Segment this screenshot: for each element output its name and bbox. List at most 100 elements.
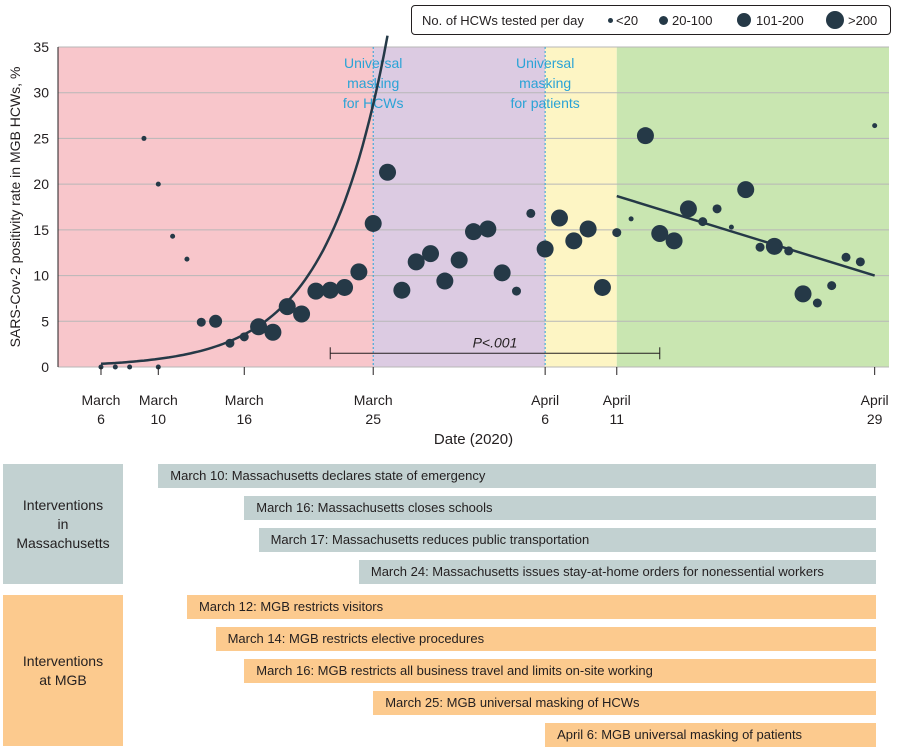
data-point: [350, 263, 368, 281]
intervention-bar: April 6: MGB universal masking of patien…: [545, 723, 876, 747]
x-tick-label: March: [139, 392, 178, 408]
y-tick-label: 10: [33, 268, 49, 284]
intervention-bar: March 16: Massachusetts closes schools: [244, 496, 876, 520]
data-point: [196, 317, 206, 327]
data-point: [393, 281, 411, 299]
legend-label-20-100: 20-100: [672, 13, 713, 28]
x-tick-label: March: [225, 392, 264, 408]
annotation-text: for patients: [511, 95, 580, 111]
massachusetts-label-line: in: [57, 515, 69, 532]
legend-dot-lt20: [608, 18, 613, 23]
data-point: [794, 285, 812, 303]
data-points: [98, 123, 878, 370]
x-tick-label: 10: [151, 411, 167, 427]
intervention-bar: March 14: MGB restricts elective procedu…: [215, 627, 876, 651]
data-point: [679, 200, 697, 218]
legend-dot-gt200: [826, 11, 844, 29]
intervention-bar: March 16: MGB restricts all business tra…: [244, 659, 876, 683]
y-axis-title: SARS-Cov-2 positivity rate in MGB HCWs, …: [7, 67, 23, 348]
y-tick-label: 25: [33, 130, 49, 146]
axes: 0 5 10 15 20 25 30 35 March 6 March 10 March 16 March 2…: [7, 39, 889, 448]
mgb-label-line: at MGB: [39, 671, 87, 688]
data-point: [855, 257, 865, 267]
legend-label-101-200: 101-200: [756, 13, 804, 28]
data-point: [565, 232, 583, 250]
data-point: [239, 332, 249, 342]
y-tick-label: 30: [33, 85, 49, 101]
mgb-label-line: Interventions: [22, 652, 104, 669]
data-point: [593, 278, 611, 296]
data-point: [141, 135, 147, 141]
intervention-bar: March 25: MGB universal masking of HCWs: [373, 691, 876, 715]
intervention-bar: March 12: MGB restricts visitors: [186, 595, 876, 619]
data-point: [755, 242, 765, 252]
data-point: [812, 298, 822, 308]
data-point: [170, 233, 176, 239]
legend-dot-101-200: [737, 13, 751, 27]
data-point: [364, 214, 382, 232]
data-point: [827, 281, 837, 291]
data-point: [155, 181, 161, 187]
data-point: [336, 278, 354, 296]
data-point: [321, 281, 339, 299]
data-point: [250, 318, 268, 336]
data-point: [264, 323, 282, 341]
data-point: [628, 216, 634, 222]
annotation-text: masking: [519, 75, 571, 91]
data-point: [526, 208, 536, 218]
data-point: [225, 338, 235, 348]
annotation-text: Universal: [516, 55, 574, 71]
annotation-text: Universal: [344, 55, 402, 71]
x-tick-label: 6: [541, 411, 549, 427]
massachusetts-label-line: Massachusetts: [16, 534, 110, 551]
intervention-bar: March 10: Massachusetts declares state o…: [158, 464, 876, 488]
data-point: [307, 282, 325, 300]
data-point: [712, 204, 722, 214]
p-value-bracket: P<.001: [329, 334, 661, 360]
data-point: [651, 225, 669, 243]
data-point: [511, 286, 521, 296]
x-axis-title: Date (2020): [434, 431, 513, 448]
data-point: [293, 305, 311, 323]
phase-backgrounds: [58, 47, 889, 367]
data-point: [184, 256, 190, 262]
x-tick-label: April: [531, 392, 559, 408]
y-tick-label: 0: [41, 359, 49, 375]
y-tick-label: 15: [33, 222, 49, 238]
data-point: [636, 127, 654, 145]
data-point: [737, 181, 755, 199]
massachusetts-section-label: Interventions in Massachusetts: [3, 464, 123, 584]
x-tick-label: April: [861, 392, 889, 408]
data-point: [728, 224, 734, 230]
trend-line-post: [616, 194, 876, 277]
intervention-bar: March 17: Massachusetts reduces public t…: [258, 528, 876, 552]
phase-band-2: [545, 47, 617, 367]
x-tick-label: March: [82, 392, 121, 408]
data-point: [479, 220, 497, 238]
phase-band-3: [616, 47, 889, 367]
data-point: [784, 246, 794, 256]
data-point: [450, 251, 468, 269]
y-tick-label: 5: [41, 313, 49, 329]
data-point: [278, 298, 296, 316]
data-point: [407, 253, 425, 271]
data-point: [872, 123, 878, 129]
data-point: [422, 245, 440, 263]
mgb-section-label: Interventions at MGB: [3, 595, 123, 746]
phase-band-1: [373, 47, 546, 367]
data-point: [665, 232, 683, 250]
x-tick-label: 16: [236, 411, 252, 427]
data-point: [612, 228, 622, 238]
legend-label-gt200: >200: [848, 13, 878, 28]
data-point: [379, 163, 397, 181]
intervention-bar: March 24: Massachusetts issues stay-at-h…: [358, 560, 876, 584]
data-point: [112, 364, 118, 370]
data-point: [209, 314, 223, 328]
x-tick-label: 29: [867, 411, 883, 427]
data-point: [436, 272, 454, 290]
data-point: [841, 252, 851, 262]
legend-label-lt20: <20: [616, 13, 639, 28]
x-tick-label: 11: [610, 411, 625, 427]
